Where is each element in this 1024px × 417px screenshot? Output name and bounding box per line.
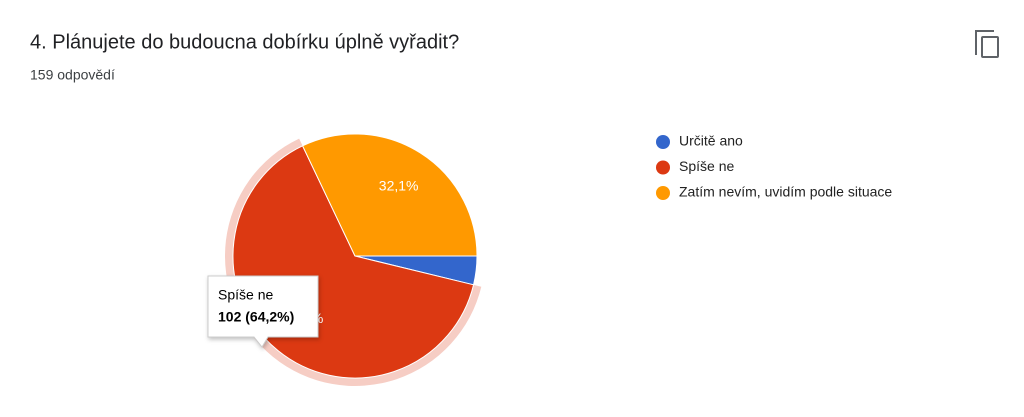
tooltip-box <box>207 275 319 348</box>
slice <box>301 133 478 257</box>
tooltip: Spíše ne 102 (64,2%) <box>207 275 319 348</box>
pie: 64,2%32,1% <box>225 133 482 386</box>
legend-marker <box>656 160 670 175</box>
chart-title: 4. Plánujete do budoucna dobírku úplně v… <box>30 31 459 53</box>
response-count: 159 odpovědí <box>30 67 115 83</box>
legend: Určitě ano Spíše ne Zatím nevím, uvidím po… <box>656 133 892 200</box>
copy-icon[interactable] <box>975 30 999 58</box>
legend-label: Určitě ano <box>679 133 743 149</box>
slice-label: 32,1% <box>379 178 419 194</box>
legend-marker <box>656 135 670 149</box>
legend-marker <box>656 186 670 200</box>
tooltip-category: Spíše ne <box>218 287 273 303</box>
legend-label: Spíše ne <box>679 158 734 174</box>
tooltip-value: 102 (64,2%) <box>218 309 294 325</box>
legend-label: Zatím nevím, uvidím podle situace <box>679 184 892 200</box>
